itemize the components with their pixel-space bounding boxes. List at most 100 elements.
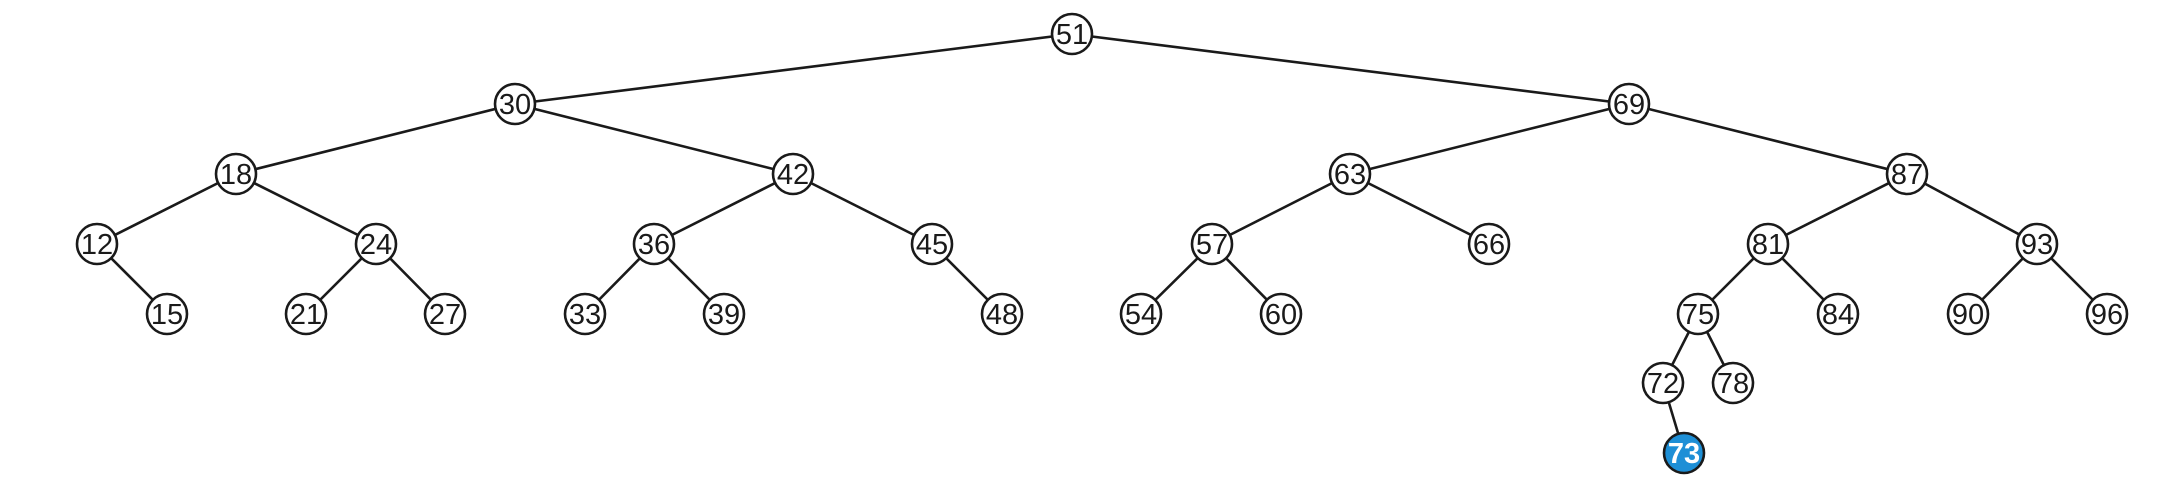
tree-node: 36: [632, 222, 676, 266]
node-circle: [910, 222, 954, 266]
node-label: 81: [1752, 229, 1784, 261]
edge-42-36: [653, 172, 794, 246]
node-label: 69: [1613, 89, 1645, 121]
tree-node: 57: [1190, 222, 1234, 266]
node-label: 75: [1682, 299, 1714, 331]
node-circle: [1328, 152, 1372, 196]
node-label: 39: [708, 299, 740, 331]
tree-nodes: 51 30 69 18 42 63 87 12 24 36 45 57 66 81 93 15 21 27 33 39…: [75, 12, 2129, 475]
tree-node: 45: [910, 222, 954, 266]
node-label: 60: [1265, 299, 1297, 331]
node-label: 87: [1891, 159, 1923, 191]
node-circle: [980, 292, 1024, 336]
node-circle: [145, 292, 189, 336]
tree-node: 75: [1676, 292, 1720, 336]
node-circle: [1946, 292, 1990, 336]
tree-node: 72: [1641, 361, 1685, 405]
node-label: 30: [499, 89, 531, 121]
node-label: 57: [1196, 229, 1228, 261]
node-circle: [284, 292, 328, 336]
tree-node: 12: [75, 222, 119, 266]
node-label: 78: [1717, 368, 1749, 400]
node-label: 66: [1473, 229, 1505, 261]
tree-edges: [96, 32, 2108, 454]
node-circle: [1816, 292, 1860, 336]
node-label: 54: [1125, 299, 1157, 331]
node-circle: [1467, 222, 1511, 266]
tree-node: 48: [980, 292, 1024, 336]
node-label: 72: [1647, 368, 1679, 400]
node-label: 51: [1056, 19, 1088, 51]
node-circle: [1746, 222, 1790, 266]
node-circle: [423, 292, 467, 336]
tree-node: 87: [1885, 152, 1929, 196]
edge-87-81: [1767, 172, 1908, 246]
node-label: 90: [1952, 299, 1984, 331]
tree-node: 42: [771, 152, 815, 196]
edge-42-45: [792, 172, 933, 246]
tree-node: 30: [493, 82, 537, 126]
tree-node: 54: [1119, 292, 1163, 336]
node-circle: [354, 222, 398, 266]
tree-node: 18: [214, 152, 258, 196]
node-label: 18: [220, 159, 252, 191]
tree-node: 78: [1711, 361, 1755, 405]
edge-63-66: [1349, 172, 1490, 246]
tree-node: 27: [423, 292, 467, 336]
edge-51-69: [1071, 32, 1630, 106]
tree-node: 33: [563, 292, 607, 336]
tree-node: 96: [2085, 292, 2129, 336]
node-label: 48: [986, 299, 1018, 331]
node-label: 36: [638, 229, 670, 261]
tree-node: 15: [145, 292, 189, 336]
node-circle: [1641, 361, 1685, 405]
tree-node: 21: [284, 292, 328, 336]
node-circle: [75, 222, 119, 266]
node-label: 42: [777, 159, 809, 191]
tree-node: 93: [2015, 222, 2059, 266]
node-label: 21: [290, 299, 322, 331]
node-circle: [1662, 431, 1706, 475]
node-circle: [632, 222, 676, 266]
edge-30-42: [514, 102, 794, 176]
node-circle: [1607, 82, 1651, 126]
node-circle: [1119, 292, 1163, 336]
node-circle: [563, 292, 607, 336]
edge-69-87: [1628, 102, 1908, 176]
node-circle: [2085, 292, 2129, 336]
node-label: 96: [2091, 299, 2123, 331]
node-label: 12: [81, 229, 113, 261]
tree-node: 66: [1467, 222, 1511, 266]
node-label: 33: [569, 299, 601, 331]
node-circle: [702, 292, 746, 336]
node-label: 73: [1668, 438, 1700, 470]
tree-node: 81: [1746, 222, 1790, 266]
node-circle: [2015, 222, 2059, 266]
edge-87-93: [1906, 172, 2038, 246]
node-label: 93: [2021, 229, 2053, 261]
node-label: 24: [360, 229, 392, 261]
node-circle: [1676, 292, 1720, 336]
edge-69-63: [1349, 102, 1630, 176]
node-label: 45: [916, 229, 948, 261]
node-circle: [771, 152, 815, 196]
node-circle: [493, 82, 537, 126]
node-label: 84: [1822, 299, 1854, 331]
tree-node: 69: [1607, 82, 1651, 126]
node-circle: [1050, 12, 1094, 56]
node-circle: [1259, 292, 1303, 336]
tree-node-highlighted: 73: [1662, 431, 1706, 475]
tree-node: 63: [1328, 152, 1372, 196]
node-label: 63: [1334, 159, 1366, 191]
node-circle: [1885, 152, 1929, 196]
tree-node: 39: [702, 292, 746, 336]
edge-51-30: [514, 32, 1073, 106]
edge-18-24: [235, 172, 377, 246]
node-circle: [1190, 222, 1234, 266]
edge-30-18: [235, 102, 516, 176]
tree-node: 90: [1946, 292, 1990, 336]
node-circle: [1711, 361, 1755, 405]
edge-18-12: [96, 172, 237, 246]
node-circle: [214, 152, 258, 196]
